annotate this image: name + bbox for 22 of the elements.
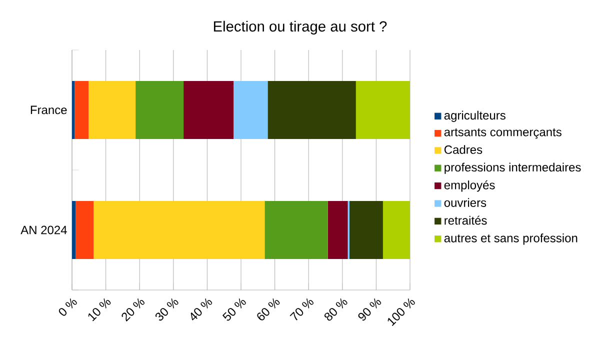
- x-tick-label: 30 %: [155, 298, 178, 321]
- x-tick-label: 80 %: [324, 298, 348, 321]
- legend-label: retraités: [444, 216, 487, 225]
- legend-label: employés: [444, 180, 495, 192]
- legend-label: Cadres: [444, 145, 482, 154]
- x-tick-label: 100 %: [388, 298, 415, 326]
- chart-title: Election ou tirage au sort ?: [214, 20, 387, 34]
- legend-label: ouvriers: [444, 198, 486, 207]
- x-tick-label: 90 %: [358, 298, 382, 321]
- x-tick-label: 70 %: [290, 298, 314, 320]
- y-tick-label: France: [30, 106, 67, 114]
- legend-label: autres et sans profession: [444, 234, 578, 245]
- x-tick-label: 60 %: [257, 298, 280, 320]
- y-tick-label: AN 2024: [20, 226, 67, 234]
- legend-label: professions intermedaires: [444, 162, 581, 174]
- x-tick-label: 50 %: [222, 298, 246, 321]
- legend-label: agriculteurs: [444, 110, 506, 122]
- x-tick-label: 10 %: [88, 298, 111, 322]
- x-tick-label: 0 %: [58, 298, 77, 316]
- x-tick-label: 20 %: [122, 298, 144, 322]
- legend-label: artsants commerçants: [444, 128, 562, 139]
- x-tick-label: 40 %: [190, 298, 212, 320]
